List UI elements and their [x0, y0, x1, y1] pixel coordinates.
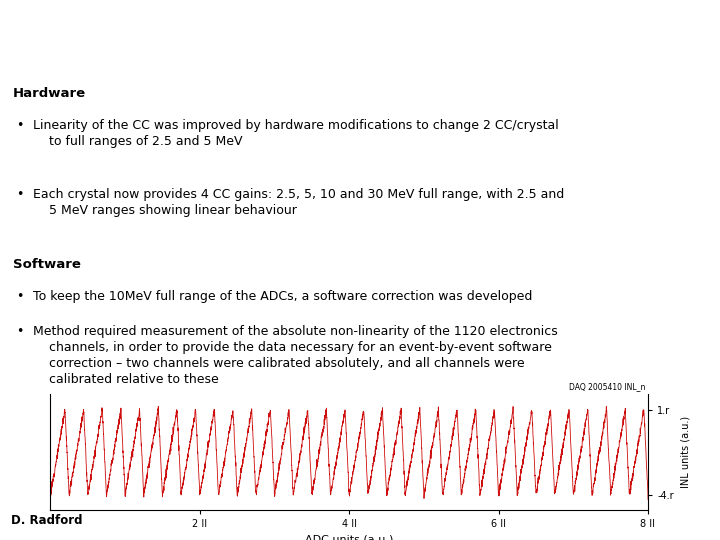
- Text: DAQ 2005410 INL_n: DAQ 2005410 INL_n: [569, 382, 645, 392]
- Text: Each crystal now provides 4 CC gains: 2.5, 5, 10 and 30 MeV full range, with 2.5: Each crystal now provides 4 CC gains: 2.…: [33, 188, 564, 218]
- Text: Hardware: Hardware: [13, 87, 86, 100]
- Text: •: •: [16, 188, 23, 201]
- Text: •: •: [16, 290, 23, 303]
- Text: •: •: [16, 325, 23, 338]
- Text: 17: 17: [694, 6, 711, 21]
- X-axis label: ADC units (a.u.): ADC units (a.u.): [305, 535, 393, 540]
- Text: Attacking the Non-Linearity: Attacking the Non-Linearity: [9, 14, 444, 42]
- Text: D. Radford: D. Radford: [11, 514, 82, 527]
- Text: •: •: [16, 119, 23, 132]
- Text: To keep the 10MeV full range of the ADCs, a software correction was developed: To keep the 10MeV full range of the ADCs…: [33, 290, 533, 303]
- Y-axis label: INL units (a.u.): INL units (a.u.): [680, 416, 690, 488]
- Text: Method required measurement of the absolute non-linearity of the 1120 electronic: Method required measurement of the absol…: [33, 325, 558, 386]
- Text: Linearity of the CC was improved by hardware modifications to change 2 CC/crysta: Linearity of the CC was improved by hard…: [33, 119, 559, 148]
- Text: Software: Software: [13, 258, 81, 271]
